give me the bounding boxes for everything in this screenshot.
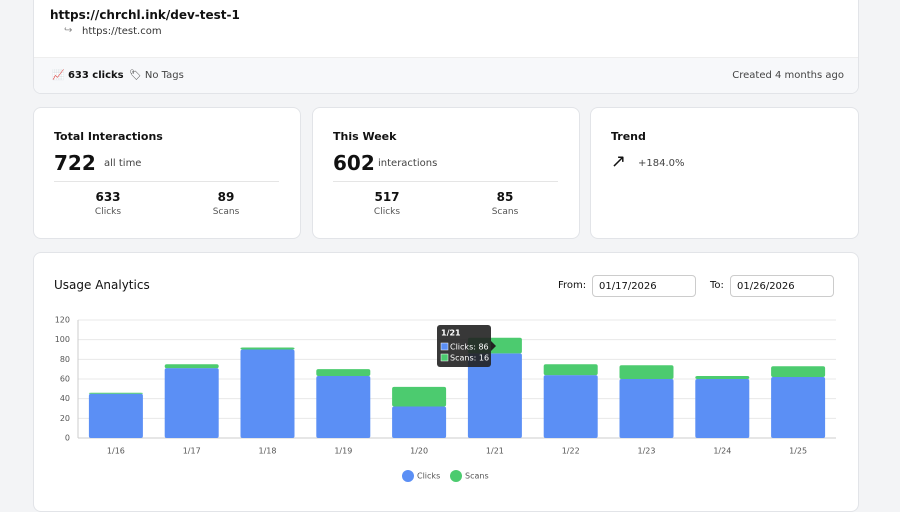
bar-segment	[164, 368, 219, 438]
bar-segment	[240, 347, 295, 350]
tags-text: No Tags	[144, 70, 184, 81]
bar-segment	[392, 386, 447, 407]
tooltip-swatch	[440, 342, 449, 351]
legend-swatch	[402, 470, 414, 482]
tooltip-title: 1/21	[441, 329, 461, 338]
divider	[333, 181, 558, 182]
x-tick-label: 1/18	[259, 447, 277, 456]
short-url[interactable]: https://chrchl.ink/dev-test-1	[50, 8, 240, 22]
stat-a-label: Clicks	[373, 207, 401, 217]
x-tick-label: 1/23	[638, 447, 656, 456]
click-count-text: 633 clicks	[67, 70, 124, 81]
bar-segment	[771, 377, 826, 438]
tooltip-line: Scans: 16	[450, 354, 489, 363]
y-tick-label: 80	[60, 355, 70, 364]
stat-note: all time	[104, 158, 142, 169]
x-tick-label: 1/19	[334, 447, 352, 456]
created: Created 4 months ago	[732, 70, 844, 81]
y-tick-label: 60	[60, 375, 70, 384]
click-count: 📈 633 clicks	[52, 70, 124, 81]
bar-segment	[392, 406, 447, 438]
trend-icon: ↗	[611, 151, 627, 172]
y-tick-label: 40	[60, 394, 70, 403]
trend-change: +184.0%	[638, 158, 685, 169]
redirect-arrow: ↪	[64, 25, 73, 36]
from-label: From:	[558, 280, 587, 291]
link-footer: 📈 633 clicks 🏷 No Tags Created 4 months …	[34, 57, 858, 93]
analytics-title: Usage Analytics	[54, 278, 150, 292]
stat-a-value: 633	[95, 190, 121, 204]
y-tick-label: 120	[55, 316, 70, 325]
stat-value: 722	[54, 151, 96, 175]
x-tick-label: 1/16	[107, 447, 125, 456]
x-tick-label: 1/20	[410, 447, 428, 456]
chart: 0 20 40 60 80 100 120 1/16 1/17 1/18 1/19 1/20 1/21 1…	[55, 316, 836, 482]
to-label: To:	[710, 280, 724, 291]
bar-segment	[619, 365, 674, 379]
tooltip-box	[437, 325, 491, 367]
stat-title: Total Interactions	[54, 130, 163, 143]
x-tick-label: 1/21	[486, 447, 504, 456]
stat-a-label: Clicks	[94, 207, 122, 217]
stat-b-value: 89	[217, 190, 235, 204]
x-tick-label: 1/17	[183, 447, 201, 456]
x-tick-label: 1/24	[713, 447, 731, 456]
bar-segment	[316, 369, 371, 377]
bar-segment	[543, 364, 598, 376]
bar-segment	[619, 379, 674, 438]
bar-segment	[88, 392, 143, 394]
bar-segment	[467, 353, 522, 438]
tooltip-caret	[491, 341, 496, 351]
bar-segment	[88, 393, 143, 438]
link-card: https://chrchl.ink/dev-test-1 ↪ https://…	[33, 0, 859, 94]
legend-label: Scans	[465, 472, 489, 481]
legend-label: Clicks	[417, 472, 440, 481]
stat-title: Trend	[611, 130, 646, 143]
stat-value: 602	[333, 151, 375, 175]
y-tick-label: 0	[65, 434, 70, 443]
target-url[interactable]: https://test.com	[82, 26, 162, 37]
stat-card: Trend ↗ +184.0%	[590, 107, 859, 239]
tags: 🏷 No Tags	[129, 70, 184, 81]
stat-card: Total Interactions 722 all time 633 Clic…	[33, 107, 301, 239]
to-date[interactable]: 01/26/2026	[730, 275, 834, 297]
stat-b-label: Scans	[491, 207, 519, 217]
bar-segment	[240, 349, 295, 438]
bar-segment	[771, 366, 826, 378]
page: https://chrchl.ink/dev-test-1 ↪ https://…	[33, 0, 859, 512]
stat-title: This Week	[333, 130, 397, 143]
from-date[interactable]: 01/17/2026	[592, 275, 696, 297]
tooltip-swatch	[440, 353, 449, 362]
x-tick-label: 1/22	[562, 447, 580, 456]
bar-segment	[543, 375, 598, 438]
stat-note: interactions	[378, 158, 438, 169]
stat-card: This Week 602 interactions 517 Clicks 85…	[312, 107, 580, 239]
divider	[54, 181, 279, 182]
bar-segment	[164, 364, 219, 369]
x-tick-label: 1/25	[789, 447, 807, 456]
legend-swatch	[450, 470, 462, 482]
bar-segment	[695, 379, 750, 438]
tooltip-line: Clicks: 86	[450, 343, 489, 352]
y-tick-label: 20	[60, 414, 70, 423]
stat-b-label: Scans	[212, 207, 240, 217]
stat-b-value: 85	[496, 190, 514, 204]
y-tick-label: 100	[55, 335, 70, 344]
bar-segment	[316, 376, 371, 438]
stat-a-value: 517	[374, 190, 400, 204]
bar-segment	[695, 376, 750, 379]
